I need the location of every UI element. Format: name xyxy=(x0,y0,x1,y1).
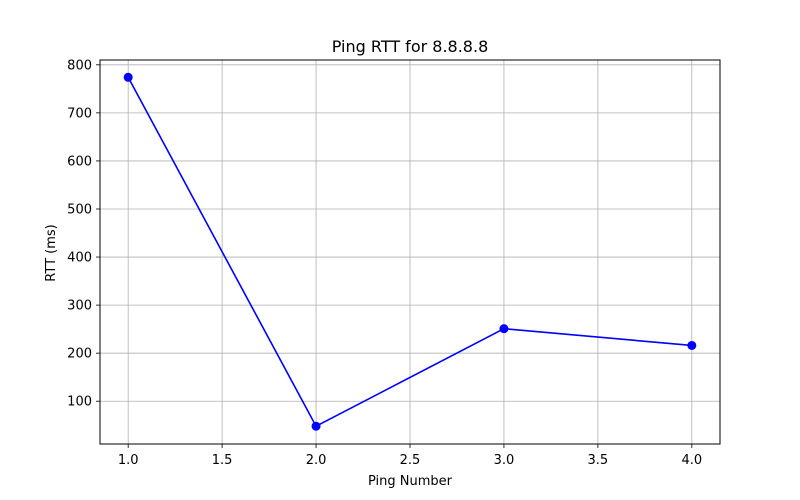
y-axis-label: RTT (ms) xyxy=(44,224,59,281)
grid-lines xyxy=(100,60,720,444)
y-tick-label: 600 xyxy=(67,154,92,169)
x-tick-label: 3.0 xyxy=(494,453,515,468)
x-tick-label: 3.5 xyxy=(588,453,609,468)
y-tick-label: 300 xyxy=(67,299,92,314)
data-point-marker xyxy=(311,421,321,431)
axis-ticks: 1.0 1.5 2.0 2.5 3.0 3.5 4.0 100 200 300 400 500 600 7… xyxy=(67,58,702,468)
x-tick-label: 2.5 xyxy=(400,453,421,468)
chart-title: Ping RTT for 8.8.8.8 xyxy=(332,37,489,56)
data-point-marker xyxy=(499,324,509,334)
x-axis-label: Ping Number xyxy=(368,474,453,489)
data-point-marker xyxy=(123,72,133,82)
series-layer xyxy=(123,72,697,431)
x-tick-label: 1.0 xyxy=(118,453,139,468)
y-tick-label: 800 xyxy=(67,58,92,73)
x-tick-label: 4.0 xyxy=(681,453,702,468)
data-point-marker xyxy=(687,340,697,350)
y-tick-label: 400 xyxy=(67,251,92,266)
y-tick-label: 700 xyxy=(67,106,92,121)
x-tick-label: 1.5 xyxy=(212,453,233,468)
y-tick-label: 100 xyxy=(67,395,92,410)
x-tick-label: 2.0 xyxy=(306,453,327,468)
y-tick-label: 500 xyxy=(67,202,92,217)
rtt-series-line xyxy=(127,76,692,428)
y-tick-label: 200 xyxy=(67,347,92,362)
